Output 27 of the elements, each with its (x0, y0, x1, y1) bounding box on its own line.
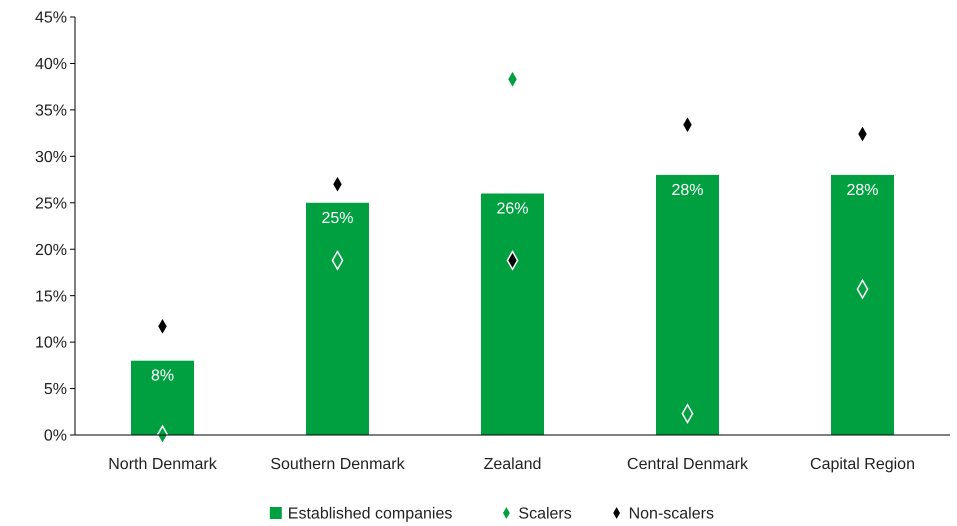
y-tick-label: 25% (34, 195, 67, 212)
x-tick-label: Zealand (484, 456, 542, 473)
y-tick-label: 5% (44, 381, 67, 398)
data-label: 26% (496, 200, 529, 218)
legend-label: Established companies (288, 506, 452, 523)
y-tick-label: 20% (34, 242, 67, 259)
data-label: 25% (321, 210, 354, 227)
y-tick-label: 15% (34, 288, 67, 306)
x-tick-label: North Denmark (108, 456, 218, 473)
bar (306, 202, 369, 435)
y-tick-label: 45% (34, 10, 67, 27)
y-tick-label: 40% (34, 56, 67, 74)
x-tick-label: Capital Region (810, 456, 915, 473)
x-tick-label: Southern Denmark (270, 456, 406, 473)
legend-label: Non-scalers (628, 506, 714, 523)
y-tick-label: 30% (34, 148, 67, 166)
bar (481, 193, 544, 435)
y-tick-label: 0% (44, 428, 67, 445)
data-label: 28% (846, 182, 879, 199)
y-tick-label: 35% (34, 102, 67, 120)
x-tick-label: Central Denmark (627, 456, 749, 473)
bar (831, 174, 894, 435)
bar (656, 174, 719, 435)
data-label: 8% (150, 368, 174, 385)
data-label: 28% (671, 182, 704, 199)
y-tick-label: 10% (34, 334, 67, 352)
legend-label: Scalers (518, 506, 572, 523)
